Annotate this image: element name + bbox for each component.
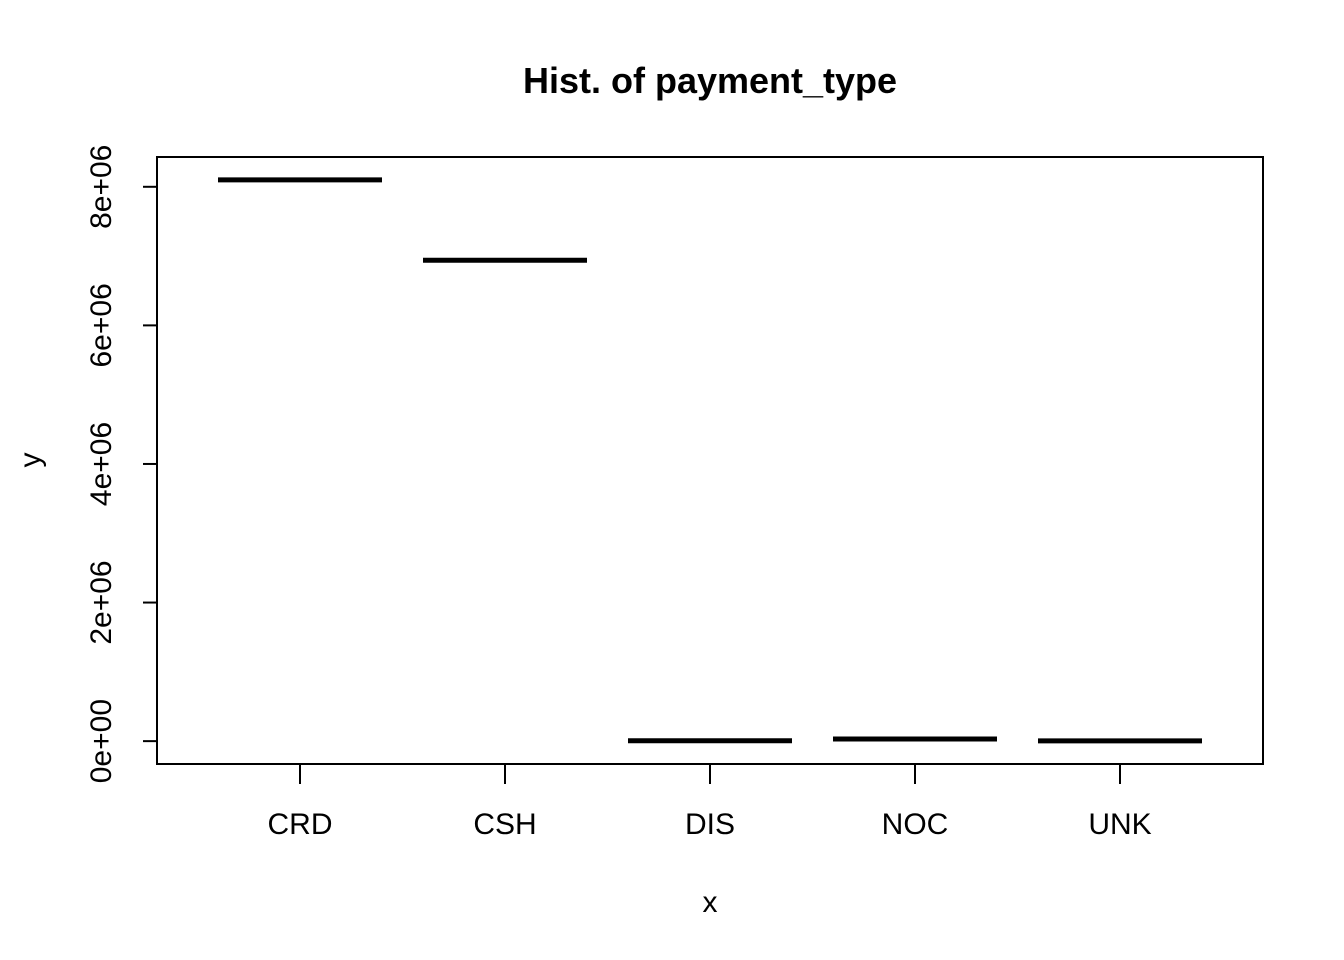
y-axis: 0e+00 2e+06 4e+06 6e+06 8e+06 <box>85 145 157 783</box>
y-tick-label: 8e+06 <box>85 145 118 229</box>
y-tick-label: 0e+00 <box>85 699 118 783</box>
x-tick-label: UNK <box>1088 808 1151 841</box>
x-tick-label: DIS <box>685 808 735 841</box>
x-tick-label: CRD <box>268 808 333 841</box>
x-axis-label: x <box>703 886 718 919</box>
x-tick-label: CSH <box>473 808 536 841</box>
y-tick-label: 4e+06 <box>85 422 118 506</box>
y-tick-label: 2e+06 <box>85 560 118 644</box>
y-tick-label: 6e+06 <box>85 283 118 367</box>
y-axis-label: y <box>14 453 47 468</box>
plot-frame <box>156 156 1264 765</box>
data-marks <box>218 177 1202 744</box>
chart-title: Hist. of payment_type <box>523 60 897 101</box>
x-axis: CRD CSH DIS NOC UNK <box>268 764 1152 841</box>
x-tick-label: NOC <box>882 808 949 841</box>
